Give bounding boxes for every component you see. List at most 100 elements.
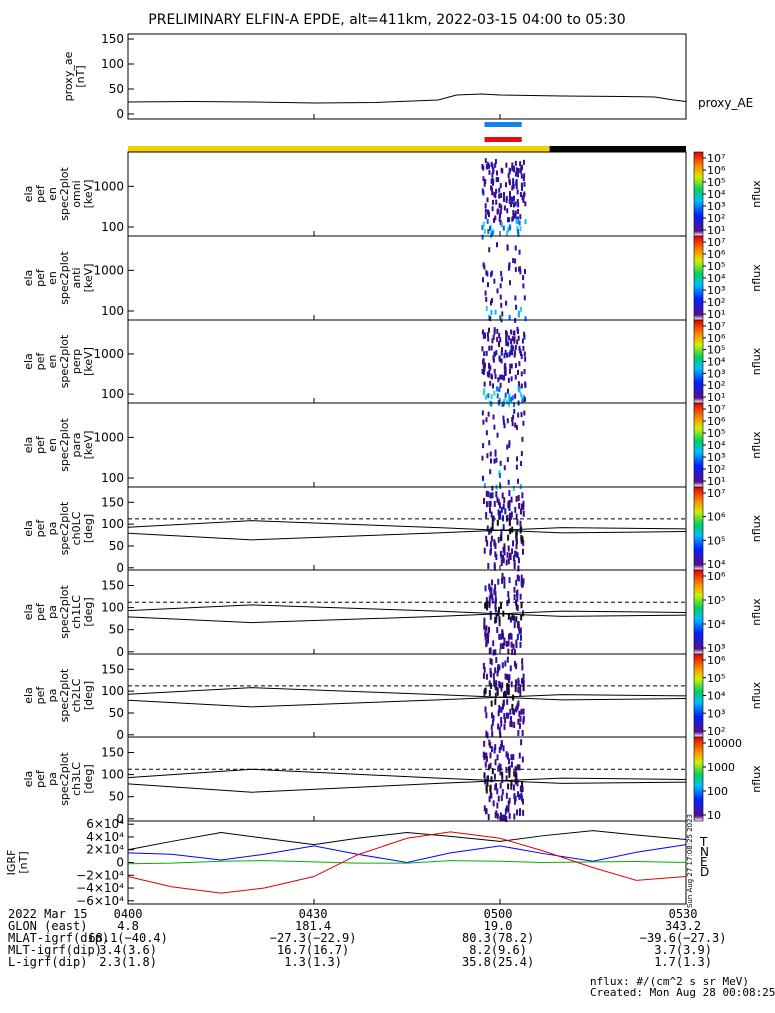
omni-cell <box>493 191 496 197</box>
colorbar-label: nflux <box>750 431 763 459</box>
perp-cell <box>513 402 516 408</box>
colorbar-tick-label: 10⁶ <box>707 332 726 345</box>
ch0LC-cell <box>499 510 502 517</box>
ch1LC-cell <box>484 630 487 637</box>
ch2LC-cell <box>516 702 519 709</box>
omni-cell <box>515 178 518 184</box>
perp-cell <box>508 368 511 374</box>
omni-cell <box>483 229 486 235</box>
omni-cell <box>495 170 498 176</box>
colorbar-tick-label: 10⁵ <box>707 534 725 547</box>
perp-cell <box>504 392 507 398</box>
science-zone-red <box>484 137 522 142</box>
perp-cell <box>513 336 516 342</box>
ch2LC-cell <box>494 683 497 690</box>
ch0LC-cell <box>520 534 523 541</box>
ch0LC-cell <box>502 546 505 553</box>
ch0LC-cell <box>500 559 503 566</box>
ch3LC-cell <box>489 752 492 759</box>
ch3LC-tick-label: 50 <box>109 790 124 804</box>
omni-cell <box>512 210 515 216</box>
perp-cell <box>490 394 493 400</box>
anti-cell <box>485 305 488 311</box>
ch3LC-cell <box>496 802 499 809</box>
ch3LC-cell <box>501 771 504 778</box>
para-cell <box>520 461 523 467</box>
perp-cell <box>516 326 519 332</box>
ch3LC-cell <box>485 755 488 762</box>
omni-cell <box>505 231 508 237</box>
ch1LC-loss-cone <box>127 604 687 617</box>
ch1LC-cell <box>513 622 516 629</box>
footer-value: 0500 <box>483 907 513 921</box>
ch0LC-cell <box>495 491 498 498</box>
ch3LC-cell <box>491 768 494 775</box>
ch1LC-cell <box>496 626 499 633</box>
omni-cell <box>482 176 485 182</box>
para-cell <box>481 410 484 416</box>
ch2LC-cell <box>498 680 501 687</box>
ch1LC-cell <box>486 600 489 607</box>
footer-notes: nflux: #/(cm^2 s sr MeV) Created: Mon Au… <box>0 976 775 1000</box>
ch1LC-cell <box>507 633 510 640</box>
omni-cell <box>512 212 515 218</box>
ch1LC-cell <box>518 628 521 635</box>
omni-cell <box>510 196 513 202</box>
plot-title: PRELIMINARY ELFIN-A EPDE, alt=411km, 202… <box>148 12 625 28</box>
perp-cell <box>510 329 513 335</box>
perp-cell <box>482 370 485 376</box>
colorbar-tick-label: 10 <box>707 809 721 822</box>
colorbar-tick-label: 10⁵ <box>707 260 725 273</box>
footer-value: 3.4(3.6) <box>99 943 157 957</box>
ch3LC-cell <box>512 784 515 791</box>
ch1LC-cell <box>515 590 518 597</box>
ch3LC-ylabel: ch3LC <box>70 762 83 796</box>
ch3LC-cell <box>493 747 496 754</box>
ch2LC-cell <box>500 717 503 724</box>
ch2LC-cell <box>509 665 512 672</box>
anti-cell <box>514 245 517 251</box>
ch3LC-cell <box>505 816 508 823</box>
omni-cell <box>512 183 515 189</box>
para-cell <box>499 460 502 466</box>
ch3LC-cell <box>492 800 495 807</box>
perp-cell <box>483 381 486 387</box>
perp-cell <box>486 371 489 377</box>
ch0LC-cell <box>503 497 506 504</box>
perp-ylabel: perp <box>70 349 83 374</box>
omni-cell <box>508 198 511 204</box>
ch0LC-cell <box>491 492 494 499</box>
ch2LC-cell <box>495 656 498 663</box>
perp-cell <box>491 338 494 344</box>
ch2LC-cell <box>493 679 496 686</box>
colorbar-tick-label: 10³ <box>707 367 725 380</box>
perp-cell <box>494 351 497 357</box>
omni-cell <box>517 202 520 208</box>
perp-cell <box>483 351 486 357</box>
footer-value: 343.2 <box>665 919 702 933</box>
ch2LC-cell <box>506 674 509 681</box>
ch3LC-cell <box>514 772 517 779</box>
perp-cell <box>505 336 508 342</box>
ch3LC-cell <box>485 752 488 759</box>
ch3LC-cell <box>510 761 513 768</box>
ch3LC-cell <box>501 777 504 784</box>
perp-cell <box>517 381 520 387</box>
ch1LC-cell <box>485 604 488 611</box>
ch1LC-cell <box>507 591 510 598</box>
omni-cell <box>499 209 502 215</box>
footer-value: 80.3(78.2) <box>462 931 535 945</box>
ch2LC-tick-label: 150 <box>101 662 124 676</box>
colorbar-tick-label: 10² <box>707 296 725 309</box>
omni-cell <box>514 210 517 216</box>
ch2LC-cell <box>489 683 492 690</box>
igrf-legend-T: T <box>699 835 708 849</box>
omni-cell <box>486 161 489 167</box>
ch1LC-ylabel: pa <box>46 605 59 619</box>
ch0LC-ylabel: [deg] <box>82 514 95 543</box>
perp-cell <box>484 333 487 339</box>
ch0LC-cell <box>485 512 488 519</box>
perp-cell <box>481 368 484 374</box>
ch3LC-cell <box>505 792 508 799</box>
ch0LC-cell <box>518 502 521 509</box>
